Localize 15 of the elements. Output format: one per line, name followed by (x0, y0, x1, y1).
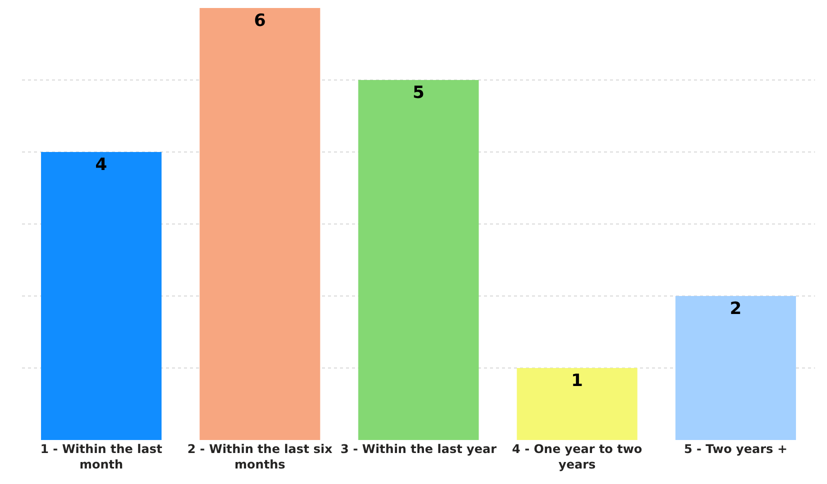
x-tick-label: 5 - Two years + (684, 442, 788, 456)
bar (358, 80, 479, 440)
x-tick-label: 3 - Within the last year (340, 442, 497, 456)
bar (200, 8, 320, 440)
x-tick-label: 1 - Within the last month (40, 442, 162, 472)
bar (675, 296, 796, 440)
bar (516, 368, 638, 440)
data-label: 6 (254, 11, 266, 31)
x-tick-label: 4 - One year to two years (512, 442, 642, 472)
x-tick-label: 2 - Within the last six months (187, 442, 333, 472)
bar (41, 152, 162, 440)
data-label: 1 (571, 371, 584, 391)
data-label: 5 (412, 83, 424, 103)
data-label: 4 (95, 155, 108, 175)
data-label: 2 (730, 299, 742, 319)
